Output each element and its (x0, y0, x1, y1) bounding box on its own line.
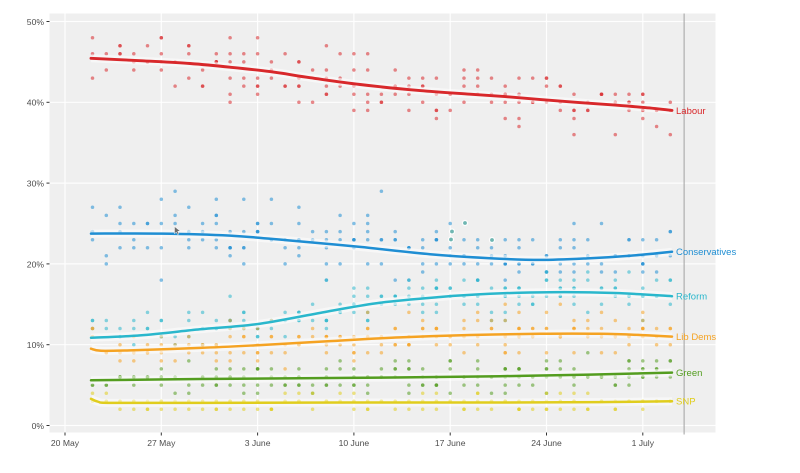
svg-text:24 June: 24 June (531, 438, 562, 448)
svg-text:17 June: 17 June (435, 438, 466, 448)
svg-text:Reform: Reform (676, 292, 707, 303)
svg-text:20%: 20% (27, 259, 45, 269)
svg-text:40%: 40% (27, 98, 45, 108)
svg-text:30%: 30% (27, 179, 45, 189)
svg-text:10 June: 10 June (339, 438, 370, 448)
svg-text:SNP: SNP (676, 397, 696, 408)
svg-text:1 July: 1 July (632, 438, 655, 448)
svg-text:Labour: Labour (676, 106, 706, 117)
svg-text:0%: 0% (32, 421, 45, 431)
svg-text:Lib Dems: Lib Dems (676, 332, 716, 343)
svg-text:50%: 50% (27, 17, 45, 27)
svg-text:20 May: 20 May (51, 438, 80, 448)
svg-text:Conservatives: Conservatives (676, 247, 736, 258)
svg-text:10%: 10% (27, 340, 45, 350)
svg-text:Green: Green (676, 368, 702, 379)
svg-text:3 June: 3 June (245, 438, 271, 448)
svg-text:27 May: 27 May (147, 438, 176, 448)
